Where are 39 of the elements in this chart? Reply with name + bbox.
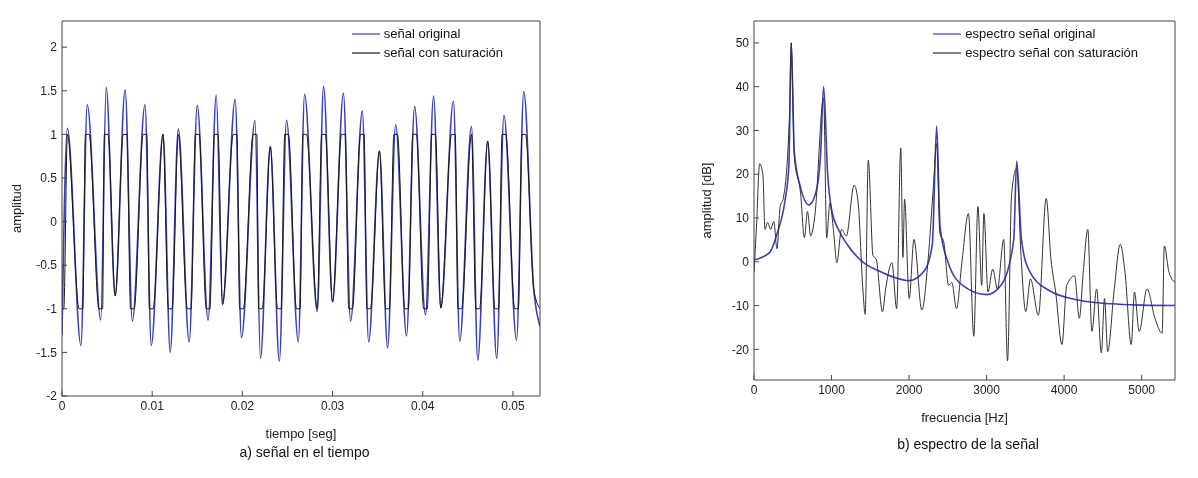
x-tick-label: 0.04 bbox=[411, 398, 435, 413]
y-tick-label: 40 bbox=[735, 79, 750, 94]
x-axis-title: tiempo [seg] bbox=[265, 426, 337, 441]
y-axis-title: amplitud bbox=[8, 183, 24, 234]
x-tick-label: 3000 bbox=[973, 382, 1001, 397]
x-tick-label: 0.05 bbox=[501, 398, 525, 413]
line-series bbox=[62, 133, 540, 310]
y-tick-label: -1 bbox=[46, 302, 58, 317]
legend-label: señal con saturación bbox=[383, 44, 503, 62]
legend-label: espectro señal original bbox=[965, 25, 1096, 43]
y-tick-label: 50 bbox=[735, 36, 750, 51]
x-tick-label: 5000 bbox=[1128, 382, 1156, 397]
y-tick-label: -20 bbox=[731, 342, 750, 357]
y-tick-label: -10 bbox=[731, 298, 750, 313]
x-tick-label: 4000 bbox=[1050, 382, 1078, 397]
y-axis-title: amplitud [dB] bbox=[698, 162, 714, 239]
x-tick-label: 0.02 bbox=[230, 398, 255, 413]
y-tick-label: 0.5 bbox=[40, 171, 58, 186]
y-tick-label: 0 bbox=[50, 214, 58, 229]
x-tick-label: 1000 bbox=[818, 382, 846, 397]
x-tick-label: 2000 bbox=[895, 382, 923, 397]
y-tick-label: -1.5 bbox=[36, 345, 58, 360]
text: b) espectro de la señal bbox=[896, 436, 1040, 452]
y-tick-label: 0 bbox=[742, 255, 750, 270]
line-series bbox=[754, 42, 1175, 362]
y-tick-label: 20 bbox=[735, 167, 750, 182]
y-tick-label: 10 bbox=[735, 211, 750, 226]
y-tick-label: 2 bbox=[50, 40, 58, 55]
y-tick-label: 1.5 bbox=[40, 84, 58, 99]
y-tick-label: 1 bbox=[50, 127, 58, 142]
x-tick-label: 0.01 bbox=[140, 398, 165, 413]
x-tick-label: 0.03 bbox=[320, 398, 345, 413]
text: a) señal en el tiempo bbox=[238, 444, 371, 460]
y-tick-label: -0.5 bbox=[36, 258, 58, 273]
legend-label: espectro señal con saturación bbox=[965, 44, 1138, 62]
y-tick-label: 30 bbox=[735, 123, 750, 138]
y-tick-label: -2 bbox=[46, 389, 58, 404]
x-axis-title: frecuencia [Hz] bbox=[921, 410, 1008, 425]
legend-label: señal original bbox=[383, 25, 461, 43]
